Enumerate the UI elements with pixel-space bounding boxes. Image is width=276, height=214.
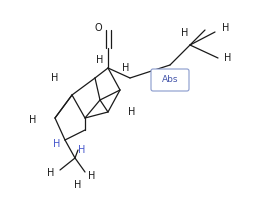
Text: H: H (181, 28, 189, 38)
Text: H: H (78, 145, 85, 155)
Text: H: H (29, 115, 36, 125)
Text: H: H (122, 63, 129, 73)
Text: H: H (88, 171, 95, 181)
Text: Abs: Abs (162, 76, 178, 85)
Text: H: H (51, 73, 58, 83)
Text: H: H (96, 55, 104, 65)
Text: H: H (128, 107, 135, 117)
Text: H: H (224, 53, 231, 63)
Text: H: H (74, 180, 82, 190)
Text: O: O (94, 23, 102, 33)
Text: H: H (47, 168, 54, 178)
Text: H: H (53, 139, 60, 149)
Text: H: H (222, 23, 229, 33)
FancyBboxPatch shape (151, 69, 189, 91)
